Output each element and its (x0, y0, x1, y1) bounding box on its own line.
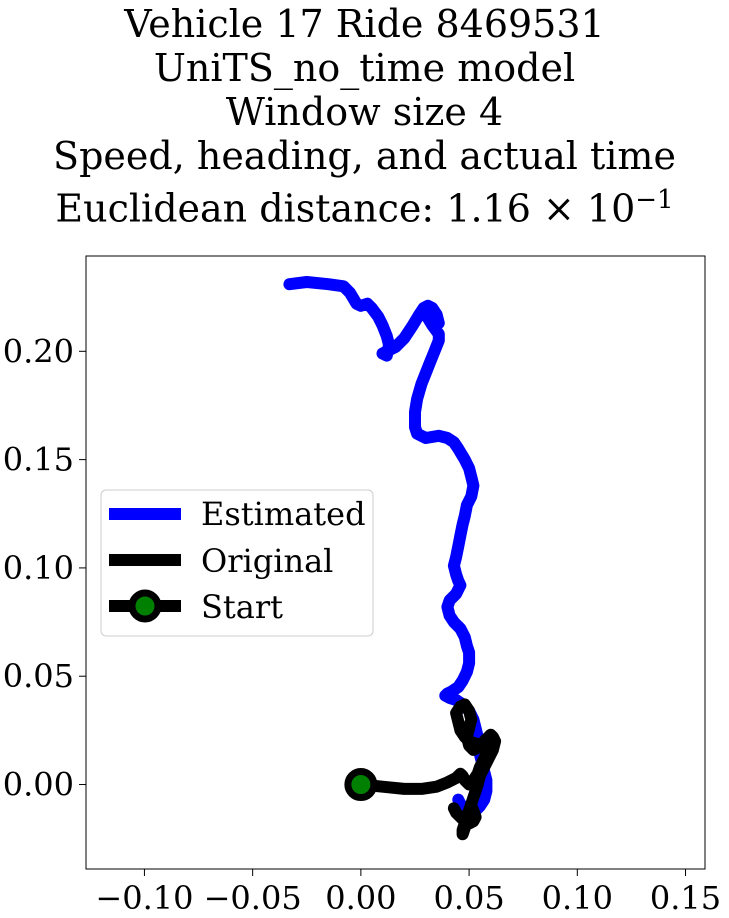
y-tick-label: 0.00 (3, 766, 74, 804)
title-line-2: UniTS_no_time model (153, 46, 576, 90)
y-tick-label: 0.15 (3, 441, 74, 479)
title-distance-label: Euclidean distance: (55, 186, 447, 231)
title-line-4: Speed, heading, and actual time (53, 134, 676, 178)
y-tick-label: 0.05 (3, 657, 74, 695)
title-line-3: Window size 4 (225, 90, 504, 134)
title-line-1: Vehicle 17 Ride 8469531 (124, 2, 605, 46)
plot-frame (85, 255, 706, 870)
legend-label-original: Original (201, 542, 333, 580)
title-distance-base: 10 (586, 186, 636, 231)
title-distance-times: × (542, 186, 575, 231)
title-line-5: Euclidean distance: 1.16 × 10−1 (0, 178, 729, 231)
start-marker (344, 768, 378, 802)
legend: Estimated Original Start (100, 489, 374, 637)
x-tick-label: −0.05 (204, 879, 302, 917)
x-tick-label: 0.00 (325, 879, 396, 917)
title-distance-exponent: −1 (635, 185, 674, 215)
x-tick-label: 0.05 (433, 879, 504, 917)
legend-box (100, 489, 374, 637)
legend-label-start: Start (201, 588, 283, 626)
title-distance-mantissa: 1.16 (446, 186, 531, 231)
y-tick-label: 0.20 (3, 332, 74, 370)
legend-swatch-start-marker (128, 589, 162, 623)
legend-label-estimated: Estimated (201, 495, 366, 533)
series-line-original (354, 698, 502, 841)
series-layer (283, 276, 502, 841)
x-axis: −0.10 −0.05 0.00 0.05 0.10 0.15 (95, 869, 721, 917)
x-tick-label: 0.15 (650, 879, 721, 917)
chart-title: Vehicle 17 Ride 8469531 UniTS_no_time mo… (0, 2, 729, 231)
y-axis: 0.00 0.05 0.10 0.15 0.20 (3, 332, 86, 804)
y-tick-label: 0.10 (3, 549, 74, 587)
x-tick-label: −0.10 (95, 879, 193, 917)
x-tick-label: 0.10 (542, 879, 613, 917)
